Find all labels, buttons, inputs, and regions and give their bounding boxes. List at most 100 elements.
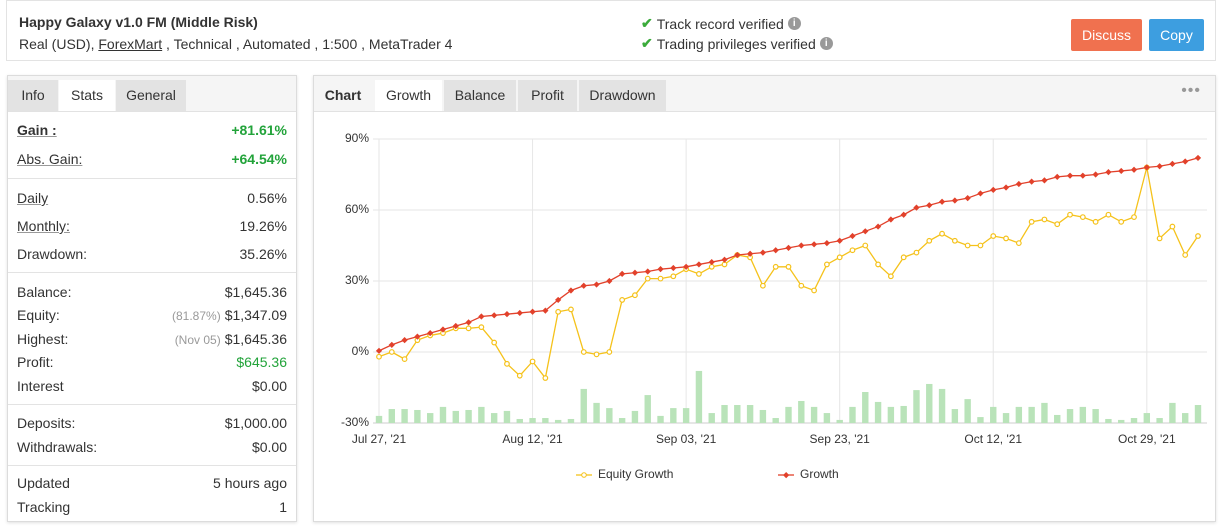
stat-value: 35.26% bbox=[239, 246, 287, 262]
stat-value-wrap: 35.26% bbox=[240, 246, 287, 262]
info-icon[interactable]: i bbox=[819, 37, 833, 50]
tab[interactable]: Info bbox=[8, 80, 58, 111]
marker bbox=[785, 263, 792, 270]
stat-label: Equity: bbox=[17, 307, 60, 324]
bar bbox=[567, 418, 575, 423]
marker bbox=[951, 197, 958, 204]
tabs: Info Stats General bbox=[8, 76, 296, 112]
bar bbox=[529, 418, 536, 423]
marker bbox=[632, 292, 638, 299]
marker bbox=[721, 256, 728, 263]
bar bbox=[1143, 413, 1151, 423]
stats-group: Daily 0.56% Monthly: 19.26% Drawdown: 35.26% bbox=[8, 179, 296, 273]
series-line bbox=[378, 157, 1199, 352]
series-line bbox=[378, 167, 1199, 380]
stat-row: Highest: (Nov 05) $1,645.36 bbox=[17, 327, 287, 351]
tab[interactable]: Profit bbox=[518, 80, 577, 111]
marker bbox=[1003, 235, 1009, 242]
stat-label: Balance: bbox=[17, 283, 72, 300]
marker bbox=[657, 266, 664, 273]
marker bbox=[913, 249, 920, 256]
marker bbox=[811, 287, 817, 294]
marker bbox=[977, 242, 984, 249]
marker bbox=[823, 240, 831, 247]
title: Happy Galaxy v1.0 FM (Middle Risk) bbox=[19, 14, 258, 30]
stat-label: Tracking bbox=[17, 498, 71, 515]
bar bbox=[759, 409, 767, 423]
details: , Technical , Automated , 1:500 , MetaTr… bbox=[166, 36, 453, 52]
marker bbox=[836, 254, 843, 261]
stats-group: Deposits: $1,000.00 Withdrawals: $0.00 bbox=[8, 405, 296, 466]
tab[interactable]: Growth bbox=[375, 80, 442, 111]
marker bbox=[516, 309, 523, 317]
discuss-button[interactable]: Discuss bbox=[1071, 19, 1142, 51]
marker bbox=[1194, 154, 1202, 162]
stat-value-wrap: +64.54% bbox=[231, 151, 287, 167]
stat-value: 19.26% bbox=[239, 218, 287, 234]
stat-label: Highest: bbox=[17, 330, 69, 347]
marker bbox=[926, 237, 933, 244]
bar bbox=[887, 406, 895, 423]
marker bbox=[900, 211, 907, 218]
marker bbox=[1156, 163, 1163, 170]
marker bbox=[721, 261, 728, 268]
marker bbox=[708, 263, 715, 270]
marker bbox=[887, 216, 894, 223]
bar bbox=[772, 418, 779, 423]
marker bbox=[465, 319, 472, 326]
tab[interactable]: Balance bbox=[444, 80, 516, 111]
bar bbox=[478, 406, 485, 423]
stat-value: 5 hours ago bbox=[213, 474, 287, 491]
tab[interactable]: Stats bbox=[59, 80, 115, 111]
bar bbox=[734, 405, 741, 423]
stat-note: (81.87%) bbox=[172, 309, 221, 324]
marker bbox=[631, 269, 639, 276]
bar bbox=[798, 400, 805, 423]
marker bbox=[708, 258, 715, 266]
x-tick-label: Sep 03, '21 bbox=[656, 432, 717, 446]
bar bbox=[964, 399, 971, 423]
marker bbox=[1067, 211, 1073, 218]
marker bbox=[670, 264, 677, 272]
bar bbox=[401, 409, 408, 423]
marker bbox=[798, 242, 805, 249]
broker-link[interactable]: ForexMart bbox=[98, 36, 163, 52]
bar bbox=[670, 408, 677, 423]
stat-label: Deposits: bbox=[17, 414, 76, 431]
stats-group: Updated 5 hours ago Tracking 1 bbox=[8, 466, 296, 519]
x-tick-label: Oct 29, '21 bbox=[1118, 432, 1176, 446]
tab[interactable]: Drawdown bbox=[579, 80, 666, 111]
marker bbox=[977, 190, 984, 197]
legend-marker bbox=[783, 472, 790, 479]
marker bbox=[376, 353, 382, 360]
y-tick-label: 30% bbox=[345, 273, 369, 287]
bar bbox=[375, 415, 383, 423]
bar bbox=[426, 413, 434, 423]
marker bbox=[862, 228, 869, 235]
stat-value: $1,000.00 bbox=[224, 414, 287, 431]
marker bbox=[875, 261, 881, 268]
bar bbox=[1194, 405, 1202, 423]
verification-text: Trading privileges verified bbox=[656, 35, 816, 52]
marker bbox=[465, 325, 472, 332]
menu-icon[interactable]: ••• bbox=[1181, 82, 1201, 99]
tab[interactable]: General bbox=[116, 80, 186, 111]
marker bbox=[990, 186, 997, 193]
marker bbox=[772, 263, 779, 270]
marker bbox=[542, 375, 549, 381]
stat-label: Updated bbox=[17, 474, 70, 491]
marker bbox=[1079, 214, 1086, 220]
stat-row: Gain : +81.61% bbox=[17, 115, 287, 144]
info-icon[interactable]: i bbox=[787, 17, 801, 30]
tab[interactable]: Chart bbox=[324, 87, 362, 103]
bar bbox=[1015, 406, 1023, 423]
bar bbox=[1092, 409, 1099, 423]
marker bbox=[760, 282, 766, 289]
marker bbox=[990, 233, 997, 239]
marker bbox=[938, 198, 946, 205]
marker bbox=[619, 297, 626, 303]
y-tick-label: 0% bbox=[352, 344, 370, 358]
stat-row: Updated 5 hours ago bbox=[17, 471, 287, 495]
copy-button[interactable]: Copy bbox=[1149, 19, 1204, 51]
marker bbox=[619, 270, 626, 278]
